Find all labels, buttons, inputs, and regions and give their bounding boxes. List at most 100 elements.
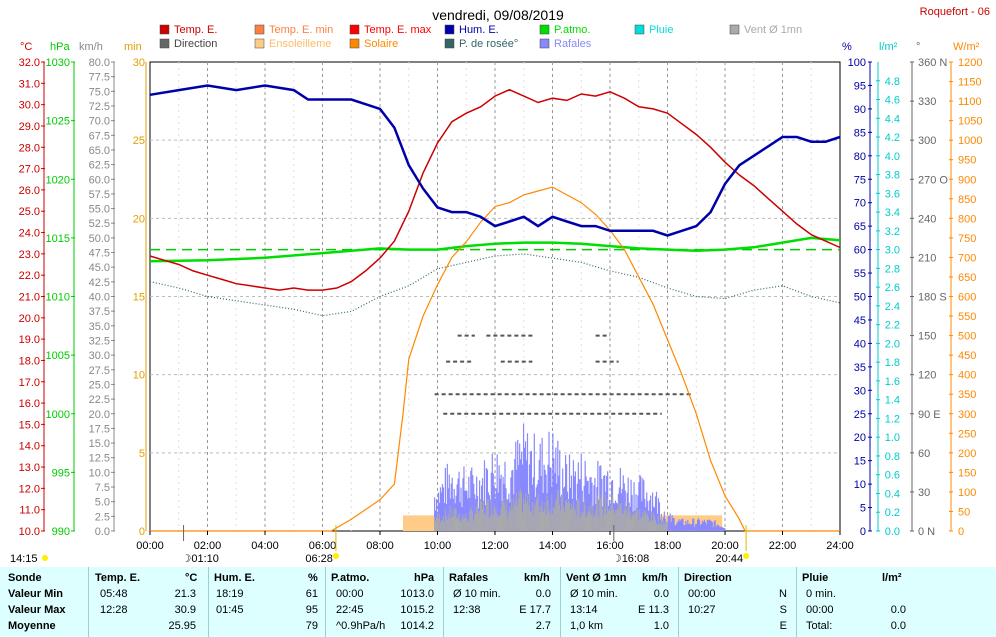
- axis-units: °C hPa km/h min% l/m² ° W/m²: [20, 41, 980, 53]
- rain-axis-tick-label: 0.4: [885, 488, 900, 500]
- legend-swatch: [349, 24, 360, 35]
- solar-axis-tick-label: 150: [958, 467, 976, 479]
- temp-axis-tick-label: 20.0: [19, 313, 40, 325]
- solar-line: [150, 186, 840, 532]
- legend-swatch: [254, 24, 265, 35]
- col-dir: Direction: [684, 572, 732, 584]
- table-cell-wind_v: E 11.3: [638, 604, 669, 616]
- wind-axis-tick-label: 27.5: [89, 365, 110, 377]
- solar-axis-tick-label: 50: [958, 506, 970, 518]
- hum-axis-tick-label: 0: [860, 526, 866, 538]
- press-axis-tick-label: 1025: [46, 116, 70, 128]
- col-hum: Hum. E.: [214, 572, 255, 584]
- wind-axis-tick-label: 32.5: [89, 335, 110, 347]
- table-cell-gust_v: 2.7: [535, 620, 551, 632]
- col-rain: Pluie: [802, 572, 829, 584]
- rain-axis-tick-label: 3.0: [885, 245, 900, 257]
- temp-axis-tick-label: 27.0: [19, 164, 40, 176]
- table-cell-gust_t: Ø 10 min.: [453, 588, 501, 600]
- sun-axis-tick-label: 25: [133, 135, 145, 147]
- table-cell-wind_t: 1,0 km: [570, 620, 604, 632]
- axis-unit-label: %: [842, 41, 852, 53]
- axis-unit-label: km/h: [79, 41, 103, 53]
- temp-axis-tick-label: 12.0: [19, 483, 40, 495]
- temp-axis-tick-label: 22.0: [19, 270, 40, 282]
- x-tick-label: 22:00: [769, 540, 797, 552]
- legend: Temp. E. Temp. E. min Temp. E. max Hum. E. P…: [159, 24, 802, 50]
- legend-label: P.atmo.: [554, 24, 591, 36]
- wind-axis-tick-label: 45.0: [89, 262, 110, 274]
- x-tick-label: 00:00: [136, 540, 164, 552]
- solar-axis-tick-label: 700: [958, 252, 976, 264]
- temp-axis-tick-label: 31.0: [19, 78, 40, 90]
- hum-axis-tick-label: 75: [854, 174, 866, 186]
- hum-axis-tick-label: 95: [854, 80, 866, 92]
- solar-axis-tick-label: 900: [958, 174, 976, 186]
- table-cell-dir_t: 10:27: [688, 604, 716, 616]
- row-label: Valeur Max: [8, 604, 66, 616]
- moonrise-time: ☽01:10: [182, 553, 219, 565]
- axis-unit-label: °C: [20, 41, 32, 53]
- x-tick-label: 08:00: [366, 540, 394, 552]
- legend-label: Ensoleilleme: [269, 38, 331, 50]
- solar-axis-tick-label: 1200: [958, 57, 982, 69]
- rain-axis-tick-label: 2.4: [885, 301, 900, 313]
- x-tick-label: 18:00: [654, 540, 682, 552]
- table-cell-hum_t: 01:45: [216, 604, 244, 616]
- x-tick-label: 04:00: [251, 540, 279, 552]
- wind-axis-tick-label: 60.0: [89, 174, 110, 186]
- summary-table: Sonde Temp. E. °C Hum. E. % P.atmo. hPa …: [0, 567, 996, 637]
- temp-axis-tick-label: 11.0: [19, 505, 40, 517]
- table-cell-gust_v: E 17.7: [519, 604, 551, 616]
- temp-axis-tick-label: 32.0: [19, 57, 40, 69]
- solar-axis-tick-label: 1150: [958, 77, 982, 89]
- table-cell-wind_t: 13:14: [570, 604, 598, 616]
- sun-axis-tick-label: 30: [133, 57, 145, 69]
- solar-axis-tick-label: 550: [958, 311, 976, 323]
- rain-axis-tick-label: 0.6: [885, 470, 900, 482]
- col-temp-unit: °C: [185, 572, 198, 584]
- x-tick-label: 02:00: [194, 540, 222, 552]
- sun-axis-tick-label: 10: [133, 370, 145, 382]
- press-axis-tick-label: 1030: [46, 57, 70, 69]
- moonset-time: ☽16:08: [612, 553, 649, 565]
- axis-unit-label: W/m²: [953, 41, 980, 53]
- table-cell-gust_t: 12:38: [453, 604, 481, 616]
- sunset-icon: [743, 553, 750, 559]
- legend-label: Solaire: [364, 38, 398, 50]
- wind-axis-tick-label: 22.5: [89, 394, 110, 406]
- col-gust: Rafales: [449, 572, 489, 584]
- table-cell-hum_t: 18:19: [216, 588, 244, 600]
- rain-axis-tick-label: 4.0: [885, 151, 900, 163]
- x-tick-label: 12:00: [481, 540, 509, 552]
- table-cell-press_t: 00:00: [336, 588, 364, 600]
- wind-axis-tick-label: 47.5: [89, 248, 110, 260]
- legend-label: Direction: [174, 38, 217, 50]
- dir-axis-tick-label: 240: [918, 213, 936, 225]
- rain-axis-tick-label: 2.8: [885, 263, 900, 275]
- sun-axis-tick-label: 5: [139, 448, 145, 460]
- sun-axis-tick-label: 20: [133, 213, 145, 225]
- wind-axis-tick-label: 0.0: [95, 526, 110, 538]
- rain-axis-tick-label: 4.8: [885, 76, 900, 88]
- row-label: Moyenne: [8, 620, 56, 632]
- col-temp: Temp. E.: [95, 572, 141, 584]
- legend-swatch: [349, 38, 360, 49]
- table-cell-temp_t: 12:28: [100, 604, 128, 616]
- rain-axis-tick-label: 3.2: [885, 226, 900, 238]
- solar-axis-tick-label: 300: [958, 409, 976, 421]
- dir-axis-tick-label: 270 O: [918, 174, 948, 186]
- table-cell-temp_t: 05:48: [100, 588, 128, 600]
- legend-swatch: [539, 24, 550, 35]
- legend-label: Hum. E.: [459, 24, 499, 36]
- rain-axis-tick-label: 2.2: [885, 320, 900, 332]
- dir-axis-tick-label: 0 N: [918, 526, 935, 538]
- wind-axis-tick-label: 52.5: [89, 218, 110, 230]
- rain-axis-tick-label: 1.6: [885, 376, 900, 388]
- time-axis: 00:00 02:00 04:00 06:00 08:00 10:00 12:00 14:00…: [10, 525, 854, 565]
- rain-axis-tick-label: 3.4: [885, 207, 900, 219]
- axis-unit-label: min: [124, 41, 142, 53]
- legend-swatch: [159, 24, 170, 35]
- legend-label: Temp. E.: [174, 24, 217, 36]
- table-cell-press_v: 1014.2: [400, 620, 434, 632]
